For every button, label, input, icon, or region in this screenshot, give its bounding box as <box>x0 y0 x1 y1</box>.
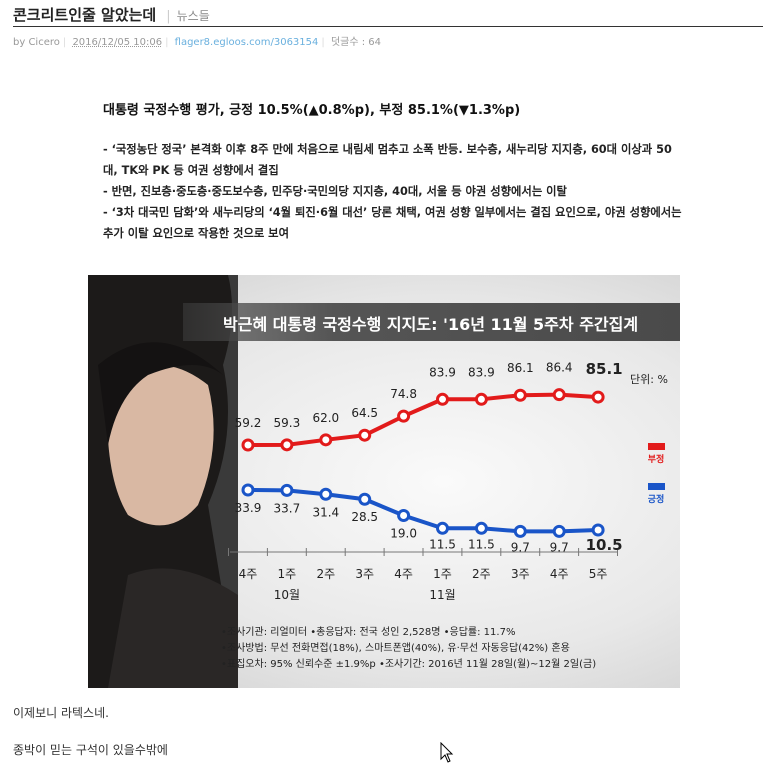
data-label: 74.8 <box>390 387 417 401</box>
data-point <box>280 438 294 452</box>
permalink[interactable]: flager8.egloos.com/3063154 <box>174 37 319 48</box>
data-point <box>241 483 255 497</box>
data-label: 64.5 <box>351 406 378 420</box>
line-plot: 4주 1주 2주 3주 4주 1주 2주 3주 4주 5주 10월 11월 59.2 59.3 62.0 64… <box>228 360 668 602</box>
data-point <box>436 521 449 535</box>
x-tick-label: 5주 <box>589 567 608 581</box>
x-tick-label: 4주 <box>394 567 413 581</box>
series-line-긍정 <box>247 488 599 534</box>
x-tick-label: 2주 <box>472 567 491 581</box>
data-label: 85.1 <box>586 360 623 378</box>
x-tick-label: 3주 <box>355 567 374 581</box>
data-label: 9.7 <box>511 540 530 554</box>
comment-count[interactable]: 덧글수 : 64 <box>330 37 382 48</box>
data-point <box>319 487 333 501</box>
series-line-부정 <box>247 392 599 447</box>
title-rule <box>13 26 763 27</box>
data-point <box>474 392 488 406</box>
chart-title-bar: 박근혜 대통령 국정수행 지지도: '16년 11월 5주차 주간집계 <box>183 303 680 341</box>
approval-chart-image: 박근혜 대통령 국정수행 지지도: '16년 11월 5주차 주간집계 4주 1주… <box>88 275 680 688</box>
article-headline: 대통령 국정수행 평가, 긍정 10.5%(▲0.8%p), 부정 85.1%(… <box>103 103 521 118</box>
x-tick-label: 3주 <box>511 567 530 581</box>
note-line: •조사방법: 무선 전화면접(18%), 스마트폰앱(40%), 유·무선 자동… <box>221 643 570 654</box>
portrait-photo <box>88 275 238 688</box>
mouse-cursor-icon <box>440 742 454 763</box>
legend-swatch <box>648 483 665 490</box>
data-point <box>358 492 372 506</box>
unit-label: 단위: % <box>630 373 668 386</box>
month-label: 11월 <box>429 588 455 602</box>
bullet: - 반면, 진보층·중도층·중도보수층, 민주당·국민의당 지지층, 40대, … <box>103 185 567 198</box>
note-line: •표집오차: 95% 신뢰수준 ±1.9%p •조사기간: 2016년 11월 … <box>221 659 597 670</box>
legend-label: 긍정 <box>648 493 665 505</box>
divider: | <box>166 9 171 24</box>
data-label: 33.9 <box>235 501 262 515</box>
legend-swatch <box>648 443 665 450</box>
post-date[interactable]: 2016/12/05 10:06 <box>72 37 163 48</box>
data-point <box>280 483 294 497</box>
data-point <box>513 388 527 402</box>
data-label: 19.0 <box>390 526 417 540</box>
data-label: 59.3 <box>274 416 301 430</box>
data-label: 10.5 <box>586 536 623 554</box>
x-tick-label: 1주 <box>278 567 297 581</box>
month-label: 10월 <box>274 588 300 602</box>
data-label: 11.5 <box>468 537 495 551</box>
comment-line: 종박이 믿는 구석이 있을수밖에 <box>13 743 168 757</box>
author: by Cicero <box>13 37 60 48</box>
x-tick-label: 4주 <box>550 567 569 581</box>
data-label: 86.4 <box>546 361 573 375</box>
data-label: 83.9 <box>429 365 456 379</box>
bullet: - ‘국정농단 정국’ 본격화 이후 8주 만에 처음으로 내림세 멈추고 소폭… <box>103 143 672 177</box>
data-label: 86.1 <box>507 361 534 375</box>
post-title[interactable]: 콘크리트인줄 알았는데 <box>13 6 157 24</box>
data-label: 62.0 <box>312 411 339 425</box>
post-category[interactable]: 뉴스들 <box>176 9 210 23</box>
data-point <box>397 508 411 522</box>
post-header: 콘크리트인줄 알았는데 | 뉴스들 <box>13 4 210 25</box>
comment-line: 이제보니 라텍스네. <box>13 706 109 720</box>
survey-notes: •조사기관: 리얼미터 •총응답자: 전국 성인 2,528명 •응답률: 11… <box>221 625 596 673</box>
data-label: 9.7 <box>550 540 569 554</box>
data-point <box>591 523 605 537</box>
bullet: - ‘3차 대국민 담화’와 새누리당의 ‘4월 퇴진·6월 대선’ 당론 채택… <box>103 206 682 240</box>
data-point <box>513 524 527 538</box>
data-point <box>241 438 255 452</box>
data-label: 83.9 <box>468 365 495 379</box>
note-line: •조사기관: 리얼미터 •총응답자: 전국 성인 2,528명 •응답률: 11… <box>221 627 516 638</box>
data-point <box>436 392 449 406</box>
x-tick-label: 2주 <box>316 567 335 581</box>
article-bullets: - ‘국정농단 정국’ 본격화 이후 8주 만에 처음으로 내림세 멈추고 소폭… <box>103 139 683 244</box>
data-point <box>397 409 411 423</box>
legend-label: 부정 <box>648 453 665 465</box>
x-tick-label: 1주 <box>433 567 452 581</box>
x-tick-label: 4주 <box>239 567 258 581</box>
data-point <box>552 388 566 402</box>
chart-title: 박근혜 대통령 국정수행 지지도: '16년 11월 5주차 주간집계 <box>223 315 639 334</box>
data-label: 31.4 <box>312 505 339 519</box>
data-point <box>319 433 333 447</box>
data-label: 33.7 <box>274 501 301 515</box>
data-label: 28.5 <box>351 510 378 524</box>
data-label: 11.5 <box>429 537 456 551</box>
data-label: 59.2 <box>235 416 262 430</box>
data-point <box>591 390 605 404</box>
data-point <box>474 521 488 535</box>
post-meta: by Cicero | 2016/12/05 10:06 | flager8.egl… <box>13 37 382 48</box>
data-point <box>358 428 372 442</box>
data-point <box>552 524 566 538</box>
